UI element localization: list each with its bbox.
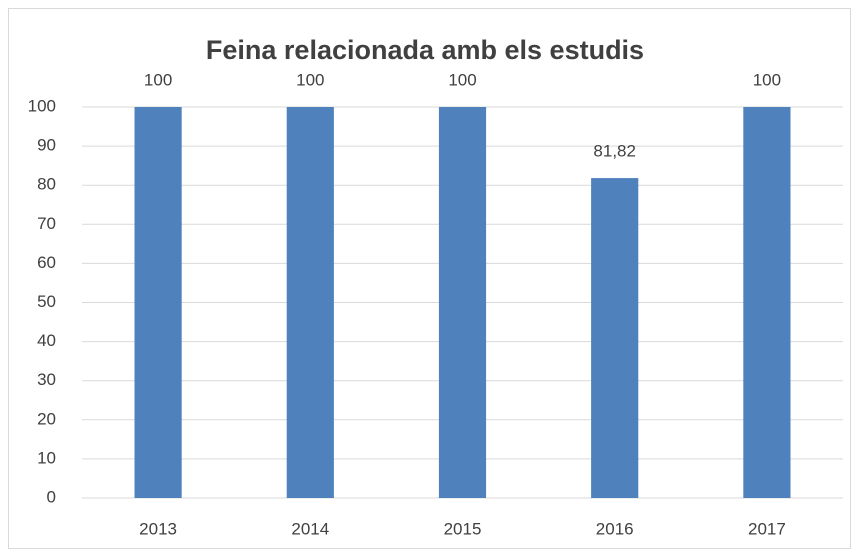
data-label: 100 [296,70,324,89]
data-label: 100 [144,70,172,89]
y-tick-label: 30 [37,370,56,389]
x-tick-label: 2013 [139,519,177,538]
y-tick-label: 60 [37,253,56,272]
y-tick-label: 70 [37,214,56,233]
y-tick-label: 50 [37,292,56,311]
bar [591,178,639,498]
x-tick-label: 2017 [748,519,786,538]
x-tick-label: 2016 [596,519,634,538]
bar [438,107,487,498]
y-tick-label: 100 [28,96,56,115]
y-tick-label: 0 [47,487,56,506]
x-tick-label: 2015 [444,519,482,538]
y-tick-label: 80 [37,175,56,194]
data-label: 100 [448,70,476,89]
bar [134,107,182,498]
y-tick-label: 90 [37,136,56,155]
bar [743,107,791,498]
data-label: 81,82 [593,142,636,161]
y-tick-label: 40 [37,331,56,350]
data-label: 100 [753,70,781,89]
x-tick-label: 2014 [291,519,329,538]
y-tick-label: 20 [37,409,56,428]
chart-title: Feina relacionada amb els estudis [206,35,644,65]
bar [286,107,334,498]
y-tick-label: 10 [37,448,56,467]
